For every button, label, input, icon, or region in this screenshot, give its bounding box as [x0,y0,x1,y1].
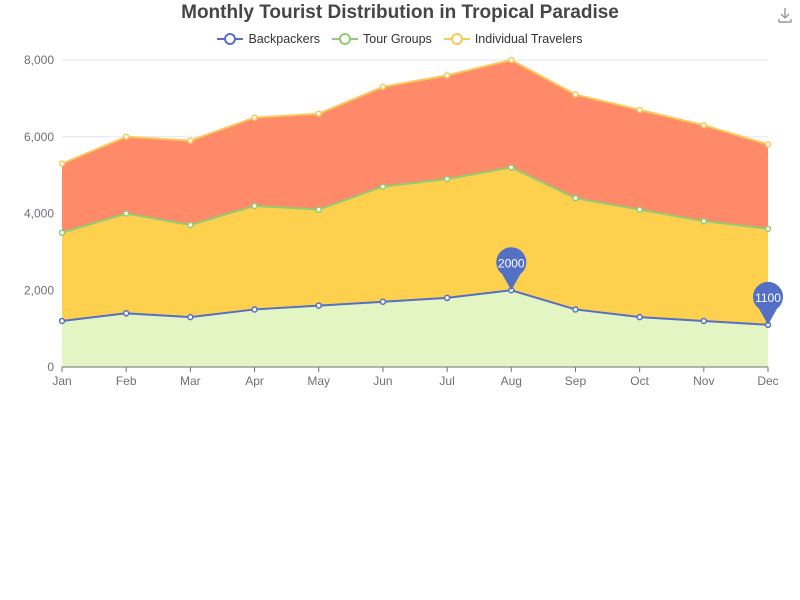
y-tick-label: 0 [47,360,54,374]
data-point[interactable] [315,110,322,117]
data-point[interactable] [122,210,130,217]
data-point[interactable] [379,298,387,306]
area-fill [62,60,768,233]
data-point[interactable] [636,313,643,321]
value-marker[interactable]: 2000 [496,247,527,291]
legend-swatch [217,33,244,45]
x-tick-label: Sep [565,374,587,388]
legend-item[interactable]: Backpackers [217,32,320,46]
x-tick-label: Oct [630,374,649,388]
x-tick-label: May [307,374,330,388]
marker-label: 2000 [498,256,525,270]
marker-pin [496,247,527,291]
data-point[interactable] [122,133,130,140]
legend-label: Backpackers [248,32,321,46]
legend-item[interactable]: Individual Travelers [443,32,583,46]
x-tick-label: Aug [501,374,522,388]
data-point[interactable] [572,91,579,98]
download-icon[interactable] [776,6,794,24]
series-line [61,58,769,165]
area-fill [62,290,768,367]
data-point[interactable] [764,225,772,233]
area-fills [62,60,768,367]
marker-pin [753,281,784,325]
data-point[interactable] [251,202,258,210]
x-tick-label: Jul [439,374,454,388]
y-tick-label: 8,000 [24,53,54,67]
data-point[interactable] [572,306,579,313]
x-tick-label: Mar [180,374,201,388]
marker-label: 1100 [755,291,781,305]
data-point[interactable] [508,56,515,64]
data-point[interactable] [572,194,579,202]
legend-item[interactable]: Tour Groups [332,32,432,46]
legend-label: Individual Travelers [474,32,583,46]
x-tick-label: Feb [116,374,137,388]
data-point[interactable] [251,114,258,121]
series-line [61,289,769,326]
data-point[interactable] [636,106,643,114]
x-tick-label: Dec [757,374,778,388]
data-point[interactable] [700,121,708,129]
value-markers: 2000 1100 [496,247,784,325]
data-point[interactable] [379,183,387,190]
data-point[interactable] [187,313,194,321]
series-lines [61,58,769,326]
data-point[interactable] [508,164,515,171]
y-tick-label: 2,000 [24,283,54,297]
data-point[interactable] [315,302,322,309]
data-point[interactable] [379,83,387,91]
data-point[interactable] [187,221,194,229]
data-point[interactable] [636,206,643,213]
x-tick-label: Jan [52,374,71,388]
data-point[interactable] [443,294,451,302]
chart-title: Monthly Tourist Distribution in Tropical… [181,2,619,23]
data-points [58,56,772,329]
area-fill [62,167,768,325]
legend-label: Tour Groups [363,32,432,46]
data-point[interactable] [443,175,451,183]
x-tick-label: Nov [693,374,714,388]
legend-swatch [443,33,470,45]
legend-swatch [332,33,359,45]
data-point[interactable] [58,317,66,325]
data-point[interactable] [700,217,708,225]
x-tick-label: Apr [245,374,264,388]
y-tick-label: 6,000 [24,130,54,144]
value-marker[interactable]: 1100 [753,281,784,325]
axes: 0 2,000 4,000 6,000 8,000 Jan Feb Mar Apr May Jun J… [24,53,779,388]
data-point[interactable] [764,141,772,148]
data-point[interactable] [443,72,451,79]
data-point[interactable] [122,310,130,317]
series-line [61,166,769,234]
download-icon-glyph [778,8,792,23]
data-point[interactable] [187,137,194,144]
data-point[interactable] [58,160,66,167]
y-tick-label: 4,000 [24,207,54,221]
data-point[interactable] [315,206,322,213]
data-point[interactable] [58,229,66,236]
x-tick-label: Jun [373,374,392,388]
legend: Backpackers Tour Groups Individual Travele… [0,32,800,46]
data-point[interactable] [700,317,708,325]
data-point[interactable] [251,306,258,313]
